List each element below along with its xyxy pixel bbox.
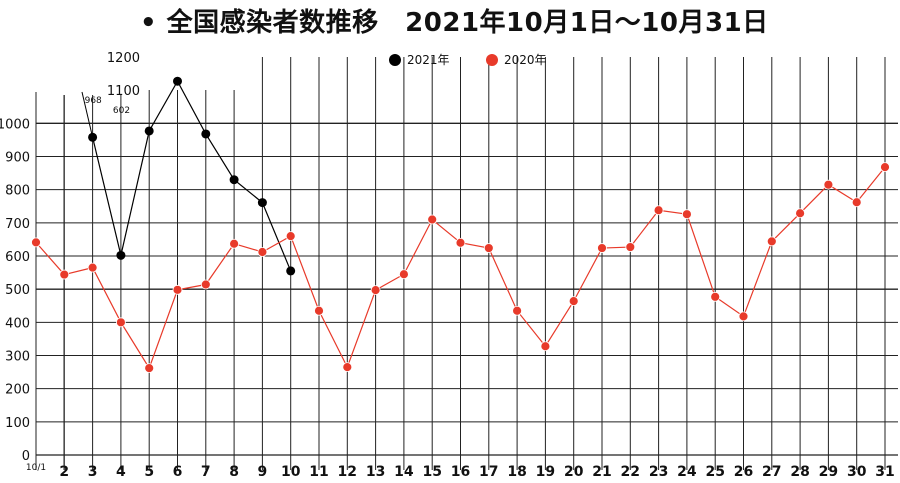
x-tick-label: 28 — [790, 464, 809, 480]
data-point — [257, 247, 268, 257]
y-tick-label: 100 — [5, 416, 30, 431]
data-point — [483, 243, 494, 253]
annotation-label: 968 — [85, 96, 102, 106]
data-point — [342, 362, 353, 373]
x-tick-label: 26 — [734, 464, 753, 480]
data-point — [710, 291, 721, 302]
data-point — [201, 129, 211, 139]
x-tick-label: 6 — [173, 464, 183, 480]
data-point — [172, 284, 183, 295]
data-point — [625, 242, 636, 252]
data-point — [568, 296, 579, 307]
data-point — [370, 285, 381, 296]
x-tick-label: 29 — [819, 464, 838, 480]
data-point — [200, 279, 211, 290]
chart-title: • 全国感染者数推移 2021年10月1日～10月31日 — [140, 8, 769, 38]
y-tick-label: 400 — [5, 316, 30, 331]
data-point — [285, 231, 296, 242]
x-tick-label: 21 — [592, 464, 611, 480]
data-point — [512, 305, 522, 316]
data-point — [455, 237, 466, 248]
y-tick-label: 900 — [5, 151, 30, 166]
x-tick-label: 12 — [338, 464, 357, 480]
y-tick-label: 300 — [5, 350, 30, 365]
y-tick-label: 1200 — [107, 51, 140, 66]
x-tick-label: 7 — [201, 464, 211, 480]
x-tick-label: 2 — [59, 464, 69, 480]
x-tick-label: 5 — [144, 464, 154, 480]
x-tick-label: 23 — [649, 464, 668, 480]
x-tick-label: 24 — [677, 464, 697, 480]
data-point — [738, 311, 749, 322]
y-tick-label: 800 — [5, 184, 30, 199]
x-tick-label: 25 — [705, 464, 724, 480]
data-point — [116, 250, 126, 260]
x-tick-label: 3 — [88, 464, 98, 480]
data-point — [314, 305, 324, 316]
y-tick-label: 200 — [5, 383, 30, 398]
data-point — [851, 197, 862, 208]
annotation-label: 602 — [113, 106, 130, 116]
data-point — [144, 126, 154, 136]
x-tick-label: 17 — [479, 464, 498, 480]
x-tick-label: 31 — [875, 464, 894, 480]
series-lead-line — [81, 91, 94, 138]
data-point — [880, 162, 890, 173]
x-tick-label: 16 — [451, 464, 470, 480]
data-point — [540, 341, 551, 352]
data-point — [116, 317, 126, 328]
x-tick-label: 30 — [847, 464, 867, 480]
y-tick-label: 1100 — [107, 84, 140, 99]
x-tick-label: 20 — [564, 464, 584, 480]
y-tick-label: 0 — [22, 449, 30, 464]
data-point — [229, 175, 239, 185]
data-point — [31, 237, 41, 248]
x-tick-label: 10 — [281, 464, 301, 480]
legend-label: 2021年 — [407, 53, 450, 67]
x-tick-label: 13 — [366, 464, 385, 480]
y-tick-label: 600 — [5, 250, 30, 265]
data-point — [59, 269, 70, 280]
data-point — [653, 205, 664, 216]
x-tick-label: 27 — [762, 464, 781, 480]
x-tick-label: 8 — [229, 464, 239, 480]
data-point — [229, 238, 240, 249]
y-tick-label: 700 — [5, 217, 30, 232]
legend-label: 2020年 — [504, 53, 547, 67]
data-point — [87, 262, 98, 273]
data-point — [766, 236, 777, 247]
x-tick-label: 14 — [394, 464, 414, 480]
y-tick-label: 1000 — [0, 117, 30, 132]
data-point — [427, 214, 438, 225]
series-line — [92, 79, 292, 272]
data-point — [398, 269, 409, 280]
x-tick-label: 18 — [507, 464, 526, 480]
data-point — [795, 208, 805, 219]
legend-marker — [486, 54, 498, 66]
data-point — [823, 179, 834, 190]
data-point — [257, 198, 267, 208]
data-point — [144, 363, 155, 374]
legend-marker — [389, 54, 401, 66]
x-tick-label: 11 — [309, 464, 328, 480]
data-point — [597, 243, 607, 253]
y-tick-label: 500 — [5, 283, 30, 298]
data-point — [286, 266, 296, 276]
data-point — [173, 76, 182, 86]
data-point — [682, 209, 692, 220]
x-tick-label: 10/1 — [26, 463, 46, 473]
x-tick-label: 9 — [258, 464, 268, 480]
x-tick-label: 15 — [422, 464, 441, 480]
x-tick-label: 4 — [116, 464, 126, 480]
x-tick-label: 22 — [621, 464, 640, 480]
x-tick-label: 19 — [536, 464, 555, 480]
